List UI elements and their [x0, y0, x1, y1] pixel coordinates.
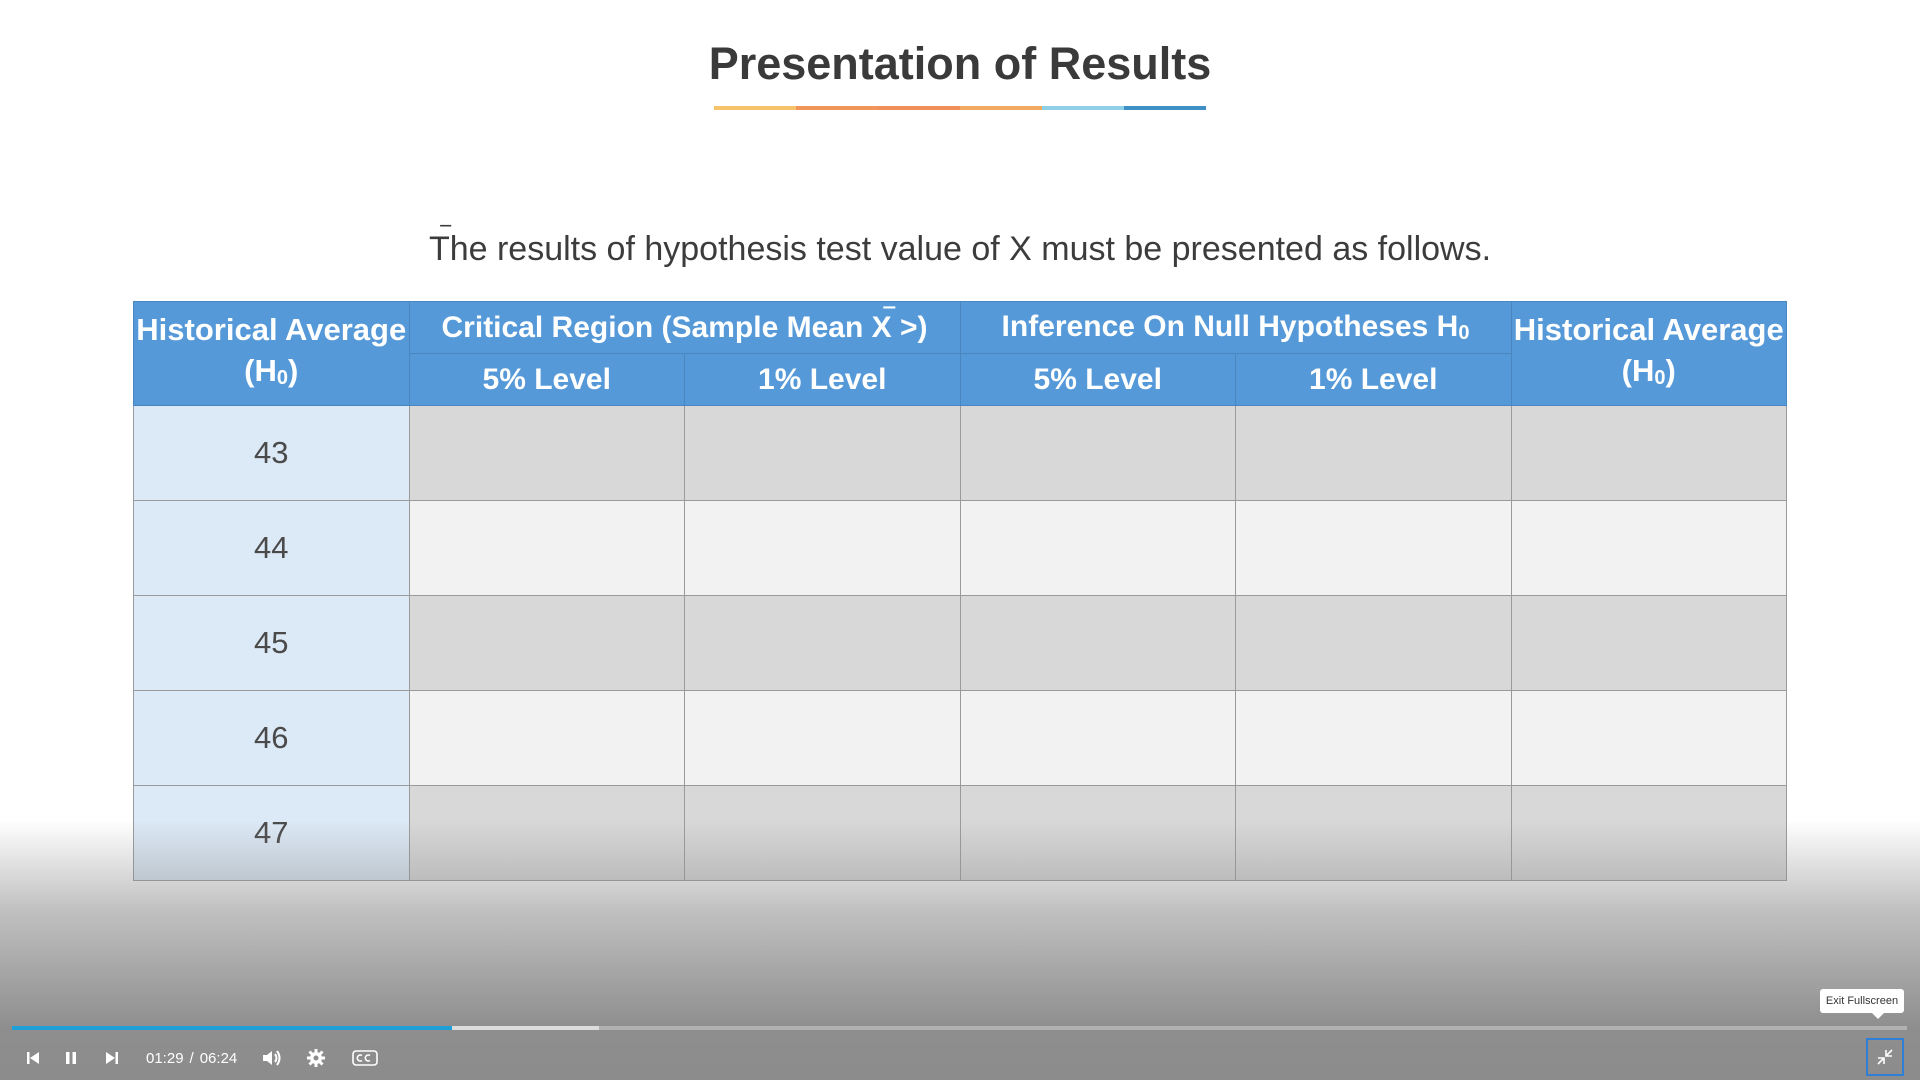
progress-bar[interactable]	[12, 1026, 1907, 1030]
pause-button[interactable]	[58, 1040, 84, 1076]
table-row: 46	[133, 690, 1787, 786]
skip-back-button[interactable]	[20, 1040, 46, 1076]
skip-forward-icon	[106, 1052, 118, 1064]
cell-empty	[1235, 595, 1512, 691]
progress-played	[12, 1026, 452, 1030]
intro-text: The results of hypothesis test value of …	[0, 222, 1920, 269]
header-text: )	[1665, 352, 1676, 388]
row-average: 44	[133, 500, 410, 596]
settings-button[interactable]	[302, 1040, 330, 1076]
header-text: Historical Average (H	[136, 311, 407, 388]
header-historical-average-right: Historical Average (H0)	[1510, 301, 1787, 406]
cell-empty	[684, 690, 961, 786]
header-subscript: 0	[276, 366, 288, 389]
cell-empty	[1510, 500, 1787, 596]
cell-empty	[1510, 595, 1787, 691]
cell-empty	[408, 595, 685, 691]
underline-segment	[796, 106, 878, 110]
header-historical-average: Historical Average (H0)	[133, 301, 410, 406]
time-display: 01:29 / 06:24	[146, 1050, 243, 1067]
exit-fullscreen-icon	[1877, 1049, 1893, 1065]
results-table: Historical Average (H0) Critical Region …	[133, 301, 1787, 881]
cell-empty	[1510, 405, 1787, 501]
header-critical-1-level: 1% Level	[684, 353, 961, 406]
header-inference-5-level: 5% Level	[959, 353, 1236, 406]
pause-icon	[66, 1052, 76, 1064]
header-text: )	[288, 352, 299, 388]
cell-empty	[684, 405, 961, 501]
duration: 06:24	[199, 1050, 238, 1067]
cell-empty	[408, 405, 685, 501]
header-text: Inference On Null Hypotheses H	[1001, 310, 1459, 343]
table-row: 43	[133, 405, 1787, 501]
cell-empty	[684, 595, 961, 691]
intro-text-after: must be presented as follows.	[1031, 230, 1492, 268]
cell-empty	[1235, 500, 1512, 596]
underline-segment	[1124, 106, 1206, 110]
title-underline	[714, 106, 1206, 110]
player-controls: 01:29 / 06:24	[0, 1040, 1920, 1076]
underline-segment	[1042, 106, 1124, 110]
table-row: 45	[133, 595, 1787, 691]
skip-back-icon	[27, 1052, 39, 1064]
cell-empty	[408, 690, 685, 786]
row-average: 46	[133, 690, 410, 786]
cell-empty	[959, 595, 1236, 691]
x-bar-mark: ‾	[440, 222, 451, 253]
header-critical-region: Critical Region (Sample Mean X ‾ >)	[408, 301, 961, 354]
header-text: Critical Region (Sample Mean X	[441, 310, 892, 344]
table-row: 44	[133, 500, 1787, 596]
cell-empty	[1510, 690, 1787, 786]
x-bar-mark: ‾	[884, 302, 894, 333]
cell-empty	[408, 500, 685, 596]
cell-empty	[959, 500, 1236, 596]
gear-icon	[307, 1049, 325, 1067]
header-text: Historical Average (H	[1513, 311, 1784, 388]
header-critical-5-level: 5% Level	[408, 353, 685, 406]
row-average: 45	[133, 595, 410, 691]
exit-fullscreen-button[interactable]	[1866, 1038, 1904, 1076]
cc-icon	[352, 1050, 378, 1066]
underline-segment	[878, 106, 960, 110]
header-inference: Inference On Null Hypotheses H0	[959, 301, 1512, 354]
header-inference-1-level: 1% Level	[1235, 353, 1512, 406]
cell-empty	[684, 500, 961, 596]
player-overlay-gradient	[0, 820, 1920, 1080]
intro-text-before: The results of hypothesis test value of …	[428, 230, 1032, 268]
cell-empty	[959, 405, 1236, 501]
skip-forward-button[interactable]	[99, 1040, 125, 1076]
current-time: 01:29	[146, 1050, 184, 1067]
row-average: 43	[133, 405, 410, 501]
exit-fullscreen-tooltip: Exit Fullscreen	[1820, 989, 1904, 1019]
underline-segment	[714, 106, 796, 110]
time-separator: /	[189, 1050, 194, 1067]
underline-segment	[960, 106, 1042, 110]
cell-empty	[1235, 405, 1512, 501]
cell-empty	[1235, 690, 1512, 786]
header-text: >)	[891, 310, 928, 344]
volume-icon	[263, 1050, 281, 1066]
header-subscript: 0	[1458, 322, 1470, 344]
captions-button[interactable]	[350, 1040, 380, 1076]
cell-empty	[959, 690, 1236, 786]
header-subscript: 0	[1654, 366, 1666, 389]
volume-button[interactable]	[258, 1040, 286, 1076]
slide-title: Presentation of Results	[708, 38, 1212, 89]
